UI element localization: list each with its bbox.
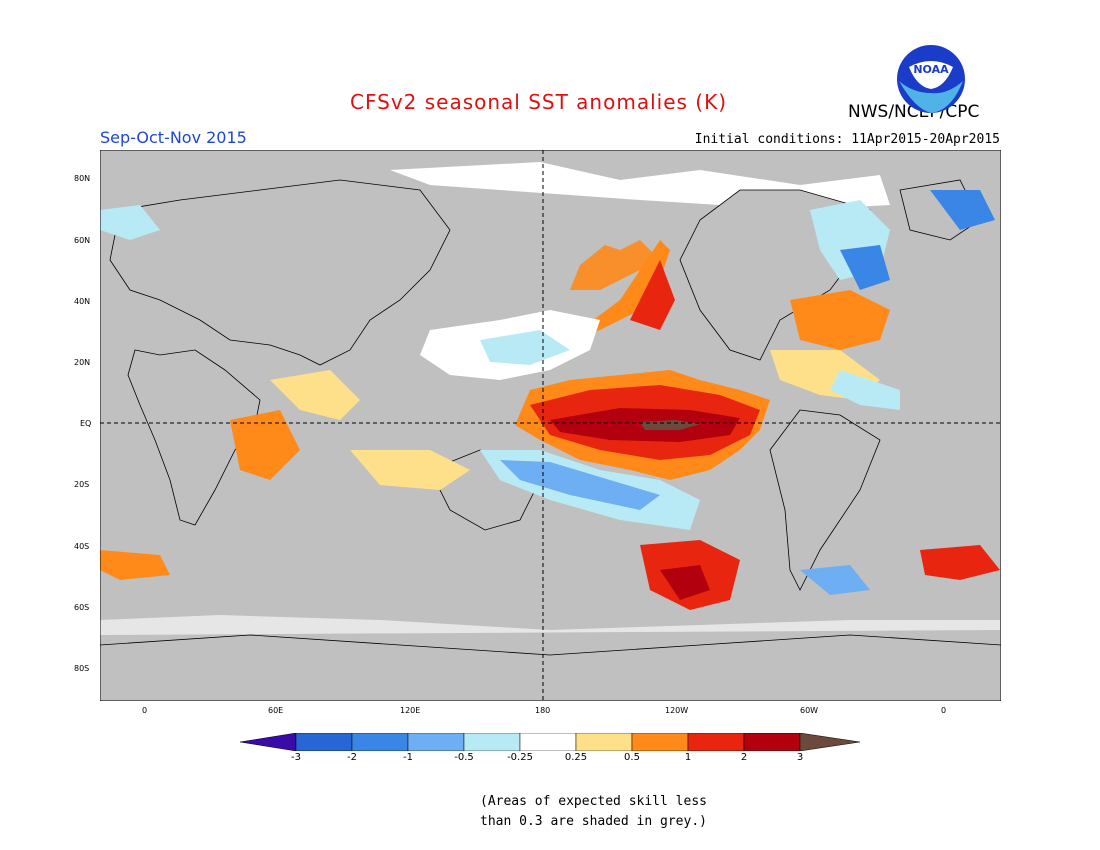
skill-note-line-2: than 0.3 are shaded in grey.) xyxy=(480,814,707,829)
antarctic-white-band xyxy=(100,615,1000,635)
season-label: Sep-Oct-Nov 2015 xyxy=(100,128,247,147)
colorbar-tick-label: -0.25 xyxy=(507,752,533,763)
initial-conditions-label: Initial conditions: 11Apr2015-20Apr2015 xyxy=(694,132,1000,147)
lat-label-40s: 40S xyxy=(74,542,90,551)
skill-note: (Areas of expected skill less than 0.3 a… xyxy=(480,792,740,832)
colorbar-segment xyxy=(575,733,633,751)
lon-label-180: 180 xyxy=(535,706,551,715)
colorbar-segment xyxy=(743,733,801,751)
colorbar-tick-label: -2 xyxy=(347,752,357,763)
anomaly-colorbar xyxy=(240,733,860,751)
lon-label-0-right: 0 xyxy=(941,706,947,715)
lat-label-80s: 80S xyxy=(74,664,90,673)
lat-label-60s: 60S xyxy=(74,603,90,612)
colorbar-tick-label: 3 xyxy=(796,752,804,763)
lat-label-eq: EQ xyxy=(80,419,92,428)
colorbar-segment-arrow-low xyxy=(240,733,297,751)
logo-text: NOAA xyxy=(913,63,949,76)
lat-label-40n: 40N xyxy=(74,297,91,306)
lon-label-60w: 60W xyxy=(800,706,819,715)
lon-label-60e: 60E xyxy=(268,706,284,715)
colorbar-segment xyxy=(351,733,409,751)
lon-label-0: 0 xyxy=(142,706,148,715)
lon-label-120e: 120E xyxy=(400,706,421,715)
lat-label-80n: 80N xyxy=(74,174,91,183)
cool-anomaly-shading xyxy=(100,190,995,595)
colorbar-segment xyxy=(687,733,745,751)
colorbar-segment xyxy=(295,733,353,751)
colorbar-tick-label: 1 xyxy=(684,752,692,763)
colorbar-segment xyxy=(519,733,577,751)
lon-label-120w: 120W xyxy=(665,706,689,715)
lat-label-60n: 60N xyxy=(74,236,91,245)
lat-label-20s: 20S xyxy=(74,480,90,489)
lat-label-20n: 20N xyxy=(74,358,91,367)
map-title: CFSv2 seasonal SST anomalies (K) xyxy=(350,90,727,114)
skill-note-line-1: (Areas of expected skill less xyxy=(480,794,707,809)
colorbar-tick-label: -1 xyxy=(403,752,413,763)
colorbar-segment xyxy=(407,733,465,751)
colorbar-tick-label: 0.5 xyxy=(624,752,640,763)
colorbar-segment-arrow-high xyxy=(799,733,860,751)
colorbar-tick-label: -0.5 xyxy=(454,752,474,763)
colorbar-segment xyxy=(631,733,689,751)
colorbar-tick-label: 2 xyxy=(740,752,748,763)
colorbar-segment xyxy=(463,733,521,751)
colorbar-tick-label: -3 xyxy=(291,752,301,763)
noaa-logo: NOAA xyxy=(897,45,965,113)
sst-anomaly-map xyxy=(100,150,1001,701)
colorbar-tick-label: 0.25 xyxy=(564,752,588,763)
